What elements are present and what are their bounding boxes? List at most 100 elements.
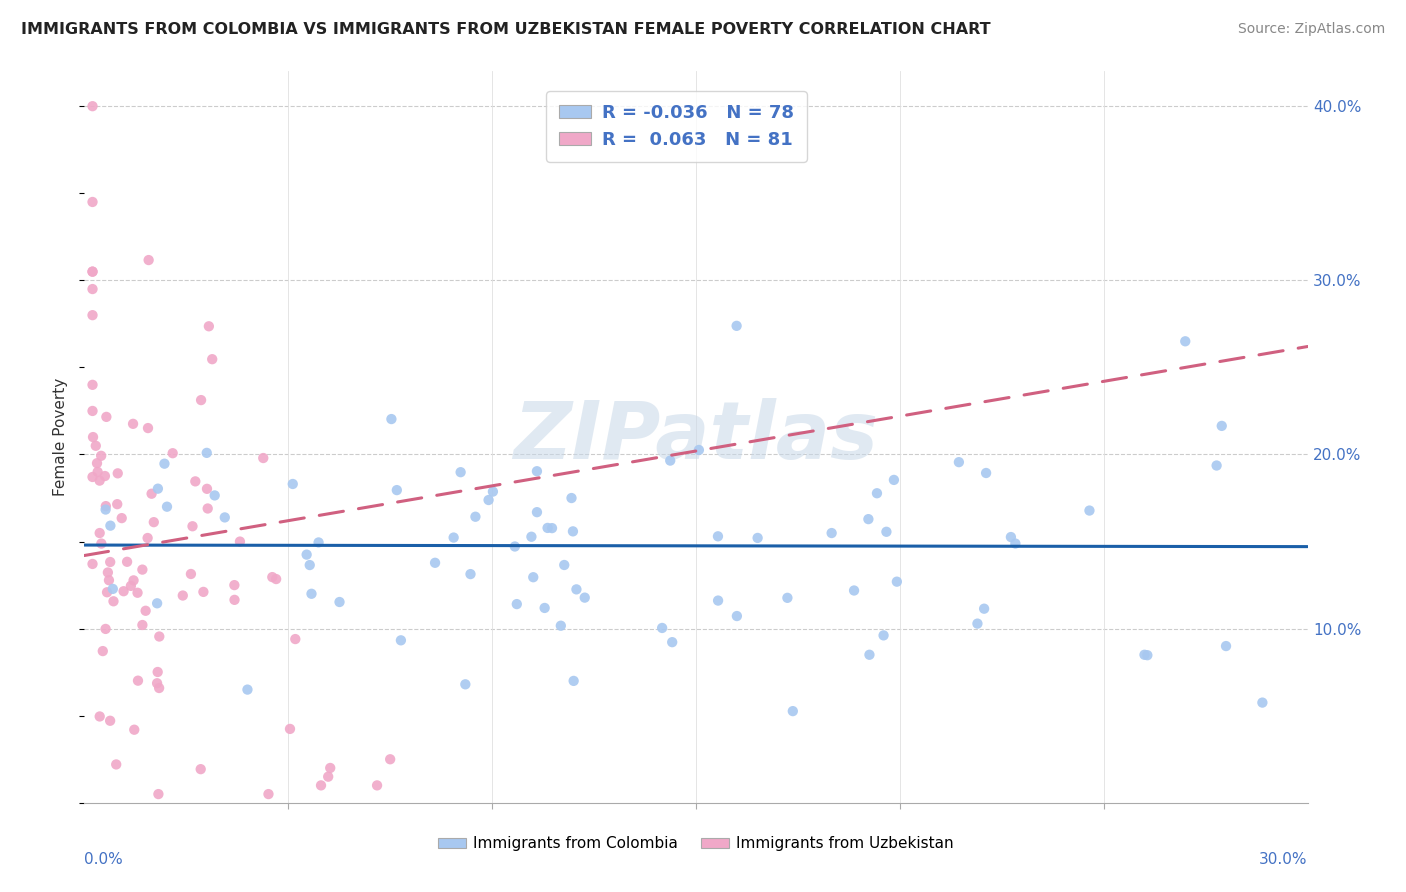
Point bbox=[115, 555, 138, 569]
Point bbox=[423, 556, 446, 570]
Text: IMMIGRANTS FROM COLOMBIA VS IMMIGRANTS FROM UZBEKISTAN FEMALE POVERTY CORRELATIO: IMMIGRANTS FROM COLOMBIA VS IMMIGRANTS F… bbox=[21, 22, 991, 37]
Point bbox=[94, 499, 117, 513]
Point bbox=[82, 265, 104, 279]
Point bbox=[214, 510, 236, 524]
Point bbox=[565, 582, 588, 597]
Point bbox=[316, 770, 339, 784]
Point bbox=[146, 482, 169, 496]
Point bbox=[146, 676, 169, 690]
Point bbox=[747, 531, 769, 545]
Point bbox=[380, 412, 402, 426]
Point bbox=[120, 579, 142, 593]
Point bbox=[1004, 536, 1026, 550]
Point bbox=[651, 621, 673, 635]
Point bbox=[201, 352, 224, 367]
Point bbox=[224, 578, 246, 592]
Point bbox=[688, 442, 710, 457]
Point bbox=[82, 99, 104, 113]
Point bbox=[550, 618, 572, 632]
Point bbox=[101, 582, 124, 596]
Point bbox=[1133, 648, 1156, 662]
Point bbox=[301, 587, 323, 601]
Point bbox=[533, 601, 555, 615]
Point bbox=[295, 548, 318, 562]
Point bbox=[122, 723, 145, 737]
Point bbox=[560, 491, 582, 505]
Point bbox=[122, 574, 145, 588]
Point bbox=[91, 644, 114, 658]
Point bbox=[1251, 696, 1274, 710]
Point bbox=[181, 519, 204, 533]
Point bbox=[503, 540, 526, 554]
Text: ZIPatlas: ZIPatlas bbox=[513, 398, 879, 476]
Point bbox=[782, 704, 804, 718]
Point bbox=[477, 493, 499, 508]
Point bbox=[82, 557, 104, 571]
Point bbox=[89, 474, 111, 488]
Point bbox=[193, 585, 215, 599]
Point bbox=[1000, 530, 1022, 544]
Point bbox=[96, 585, 118, 599]
Point bbox=[190, 393, 212, 408]
Point bbox=[86, 456, 108, 470]
Point bbox=[1211, 418, 1233, 433]
Point bbox=[224, 592, 246, 607]
Point bbox=[966, 616, 988, 631]
Point bbox=[162, 446, 184, 460]
Point bbox=[858, 648, 880, 662]
Point bbox=[180, 566, 202, 581]
Point bbox=[1078, 503, 1101, 517]
Point bbox=[112, 584, 135, 599]
Point bbox=[138, 253, 160, 268]
Point bbox=[366, 778, 388, 792]
Point bbox=[84, 439, 107, 453]
Point bbox=[522, 570, 544, 584]
Point bbox=[883, 473, 905, 487]
Point bbox=[105, 757, 128, 772]
Point bbox=[131, 563, 153, 577]
Point bbox=[460, 567, 482, 582]
Point bbox=[98, 714, 121, 728]
Point bbox=[82, 282, 104, 296]
Y-axis label: Female Poverty: Female Poverty bbox=[53, 378, 69, 496]
Point bbox=[90, 449, 112, 463]
Point bbox=[707, 529, 730, 543]
Point bbox=[204, 488, 226, 502]
Point bbox=[380, 752, 402, 766]
Point bbox=[520, 530, 543, 544]
Point bbox=[776, 591, 799, 605]
Point bbox=[526, 505, 548, 519]
Point bbox=[858, 512, 880, 526]
Point bbox=[141, 487, 163, 501]
Point bbox=[197, 501, 219, 516]
Point bbox=[107, 467, 129, 481]
Point bbox=[820, 526, 842, 541]
Point bbox=[561, 524, 583, 539]
Point bbox=[82, 404, 104, 418]
Point bbox=[127, 673, 149, 688]
Point bbox=[100, 518, 122, 533]
Point bbox=[872, 628, 894, 642]
Point bbox=[82, 265, 104, 279]
Point bbox=[90, 536, 112, 550]
Point bbox=[443, 531, 465, 545]
Point bbox=[89, 709, 111, 723]
Point bbox=[725, 609, 748, 624]
Point bbox=[541, 521, 564, 535]
Point bbox=[146, 665, 169, 679]
Point bbox=[257, 787, 280, 801]
Point bbox=[278, 722, 301, 736]
Point bbox=[146, 596, 169, 610]
Point bbox=[96, 409, 118, 424]
Point bbox=[98, 555, 121, 569]
Point bbox=[842, 583, 865, 598]
Point bbox=[536, 521, 558, 535]
Legend: Immigrants from Colombia, Immigrants from Uzbekistan: Immigrants from Colombia, Immigrants fro… bbox=[432, 830, 960, 857]
Point bbox=[526, 464, 548, 478]
Point bbox=[262, 570, 284, 584]
Point bbox=[385, 483, 408, 497]
Point bbox=[136, 421, 159, 435]
Point bbox=[195, 446, 218, 460]
Point bbox=[94, 502, 117, 516]
Point bbox=[659, 453, 682, 467]
